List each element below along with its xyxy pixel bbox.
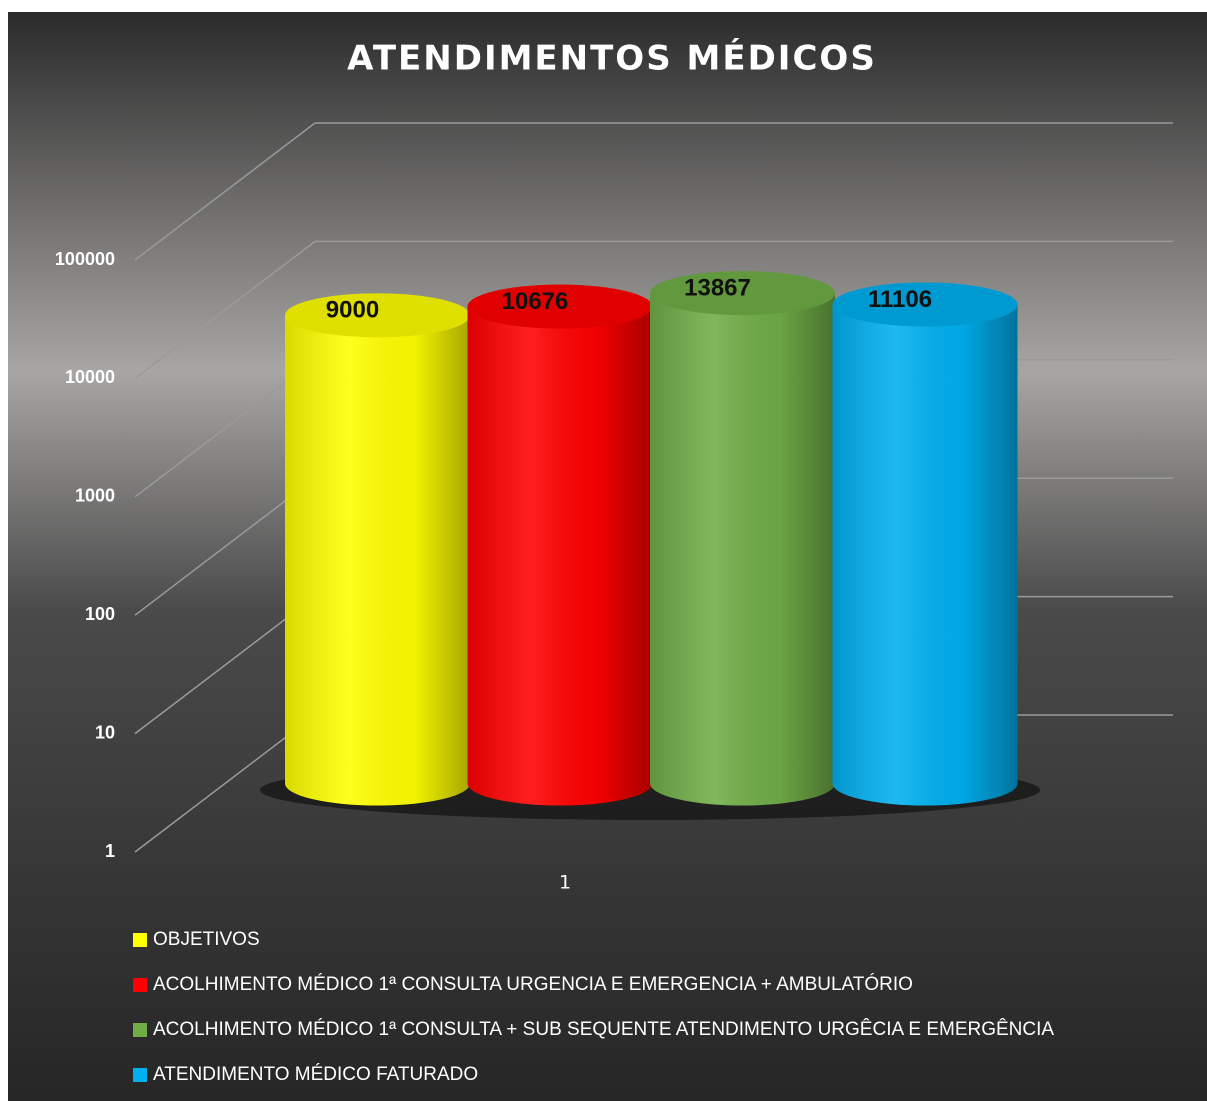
- data-label: 11106: [868, 286, 932, 313]
- data-label: 13867: [684, 274, 751, 301]
- cylinder: [467, 284, 653, 806]
- y-tick-label: 1000: [75, 486, 115, 506]
- cylinder: [285, 293, 470, 806]
- legend-swatch: [133, 1068, 147, 1082]
- cylinder-top: [467, 284, 653, 329]
- legend-label: ATENDIMENTO MÉDICO FATURADO: [153, 1064, 478, 1085]
- cylinder-top: [650, 271, 835, 316]
- chart-title: ATENDIMENTOS MÉDICOS: [347, 38, 877, 79]
- cylinder-top-shade: [832, 282, 1018, 327]
- cylinder-shade: [832, 304, 1018, 806]
- x-tick-label: 1: [559, 872, 571, 894]
- y-tick-label: 100000: [55, 249, 115, 269]
- cylinder-shade: [285, 315, 470, 806]
- legend-label: ACOLHIMENTO MÉDICO 1ª CONSULTA + SUB SEQ…: [153, 1018, 1054, 1040]
- cylinder: [832, 282, 1018, 806]
- y-tick-label: 1: [105, 841, 115, 861]
- y-tick-label: 100: [85, 604, 115, 624]
- grid-line: [134, 240, 316, 379]
- cylinder-shade: [467, 306, 653, 806]
- cylinder-shade: [650, 293, 835, 806]
- legend-label: OBJETIVOS: [153, 929, 260, 950]
- cylinder-top: [285, 293, 470, 338]
- legend-swatch: [133, 933, 147, 947]
- legend-swatch: [133, 978, 147, 992]
- cylinder: [650, 271, 835, 806]
- data-label: 10676: [502, 288, 569, 315]
- legend-label: ACOLHIMENTO MÉDICO 1ª CONSULTA URGENCIA …: [153, 973, 913, 995]
- cylinder-top-shade: [650, 271, 835, 316]
- data-label: 9000: [326, 297, 379, 324]
- cylinder-top: [832, 282, 1018, 327]
- grid-line: [134, 122, 316, 261]
- y-tick-label: 10: [95, 722, 115, 742]
- cylinder-top-shade: [467, 284, 653, 329]
- cylinder-top-shade: [285, 293, 470, 338]
- y-tick-label: 10000: [65, 367, 115, 387]
- legend-swatch: [133, 1023, 147, 1037]
